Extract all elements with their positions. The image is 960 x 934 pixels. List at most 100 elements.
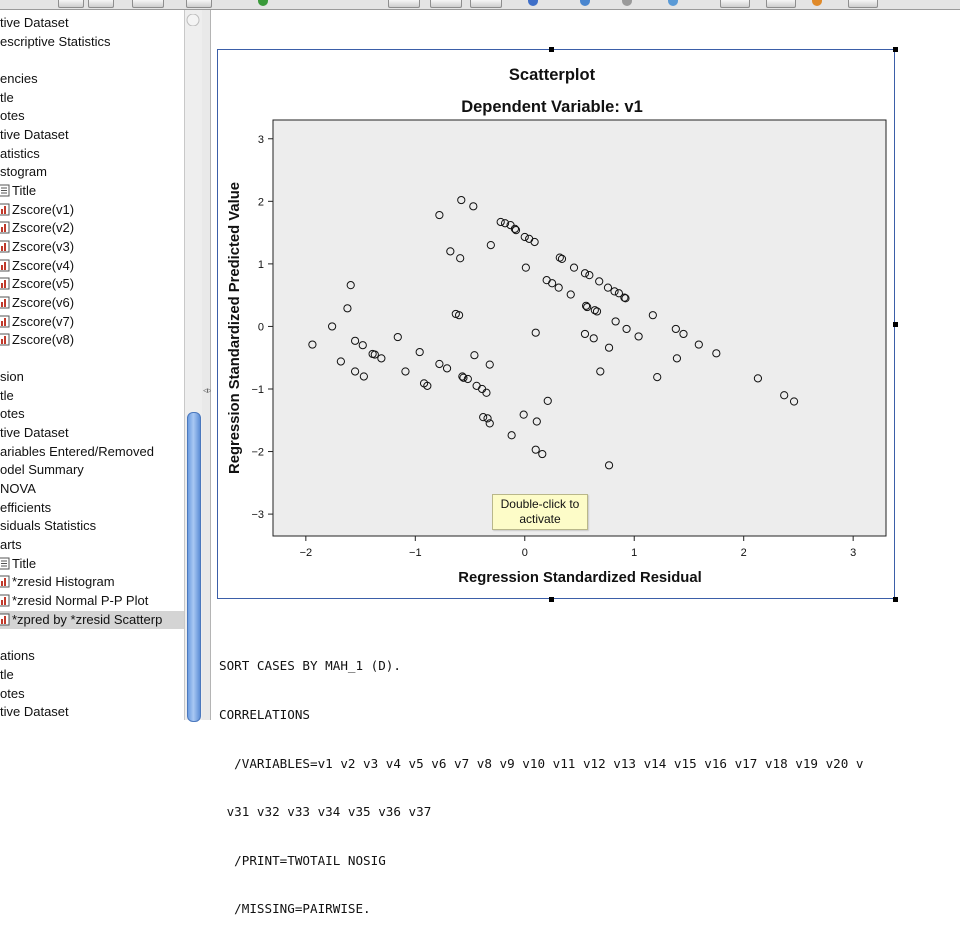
- data-point: [538, 449, 547, 459]
- data-point: [557, 254, 567, 263]
- scrollbar-thumb[interactable]: [187, 412, 201, 722]
- toolbar-edit-icon[interactable]: [812, 0, 822, 6]
- toolbar-button[interactable]: [132, 0, 164, 8]
- outline-item[interactable]: ations: [0, 647, 35, 665]
- toolbar-button[interactable]: [848, 0, 878, 8]
- outline-item[interactable]: Zscore(v3): [0, 238, 74, 256]
- toolbar-circle-icon[interactable]: [622, 0, 632, 6]
- x-tick-label: 1: [631, 547, 637, 559]
- y-axis-label: Regression Standardized Predicted Value: [227, 182, 243, 474]
- data-point: [496, 217, 505, 227]
- toolbar-button[interactable]: [470, 0, 502, 8]
- toolbar-pointer-icon[interactable]: [668, 0, 678, 6]
- outline-item-label: Zscore(v4): [12, 258, 75, 273]
- scroll-up-arrow-icon[interactable]: [186, 14, 200, 26]
- toolbar-globe-icon[interactable]: [580, 0, 590, 6]
- pane-splitter[interactable]: ◃▹: [202, 10, 213, 720]
- data-point: [671, 324, 680, 334]
- outline-item[interactable]: atistics: [0, 145, 40, 163]
- resize-handle-top-right[interactable]: [893, 47, 898, 52]
- outline-item[interactable]: Zscore(v1): [0, 201, 74, 219]
- resize-handle-bottom[interactable]: [549, 597, 554, 602]
- toolbar-chart-icon[interactable]: [528, 0, 538, 6]
- resize-handle-right[interactable]: [893, 322, 898, 327]
- x-tick-label: −2: [300, 547, 313, 559]
- outline-item[interactable]: arts: [0, 536, 22, 554]
- data-point: [520, 232, 529, 242]
- resize-handle-top[interactable]: [549, 47, 554, 52]
- splitter-grip-icon[interactable]: ◃▹: [203, 385, 213, 395]
- data-point: [485, 419, 494, 428]
- outline-item-label: Zscore(v8): [12, 332, 75, 347]
- outline-item[interactable]: stogram: [0, 163, 47, 181]
- navigator-scrollbar[interactable]: [184, 10, 203, 722]
- y-tick-label: 0: [258, 321, 264, 333]
- syntax-log: SORT CASES BY MAH_1 (D). CORRELATIONS /V…: [219, 626, 960, 934]
- scatterplot-chart[interactable]: Scatterplot Dependent Variable: v1 −3−2−…: [217, 49, 895, 599]
- x-tick-label: −1: [409, 547, 422, 559]
- resize-handle-bottom-right[interactable]: [893, 597, 898, 602]
- outline-item-label: sion: [0, 369, 24, 384]
- outline-item[interactable]: otes: [0, 405, 25, 423]
- outline-item[interactable]: efficients: [0, 499, 51, 517]
- data-point: [580, 269, 590, 278]
- y-tick-label: 1: [258, 259, 264, 271]
- chart-icon: [0, 315, 11, 328]
- data-point: [459, 373, 468, 382]
- outline-item[interactable]: sion: [0, 368, 24, 386]
- chart-icon: [0, 277, 11, 290]
- outline-item[interactable]: Title: [0, 182, 36, 200]
- outline-item[interactable]: escriptive Statistics: [0, 33, 111, 51]
- outline-item[interactable]: tive Dataset: [0, 703, 69, 720]
- outline-item[interactable]: tle: [0, 666, 14, 684]
- toolbar-arrow-icon[interactable]: [258, 0, 268, 6]
- toolbar-button[interactable]: [88, 0, 114, 8]
- y-tick-label: −2: [251, 447, 264, 459]
- toolbar-button[interactable]: [58, 0, 84, 8]
- toolbar-button[interactable]: [388, 0, 420, 8]
- outline-item[interactable]: encies: [0, 70, 38, 88]
- outline-item[interactable]: odel Summary: [0, 461, 84, 479]
- outline-item-label: *zpred by *zresid Scatterp: [12, 612, 163, 627]
- outline-item[interactable]: siduals Statistics: [0, 517, 96, 535]
- data-point: [457, 195, 466, 205]
- outline-item[interactable]: Zscore(v2): [0, 219, 74, 237]
- y-tick-label: 3: [258, 134, 264, 146]
- outline-item[interactable]: Title: [0, 555, 36, 573]
- chart-icon: [0, 575, 11, 588]
- toolbar-button[interactable]: [766, 0, 796, 8]
- outline-item[interactable]: Zscore(v5): [0, 275, 74, 293]
- data-point: [401, 367, 410, 376]
- doc-icon: [0, 557, 11, 570]
- data-point: [435, 359, 444, 369]
- outline-item[interactable]: tive Dataset: [0, 126, 69, 144]
- outline-item[interactable]: *zresid Normal P-P Plot: [0, 592, 148, 610]
- data-point: [486, 241, 495, 250]
- outline-item[interactable]: Zscore(v7): [0, 313, 74, 331]
- outline-item[interactable]: otes: [0, 107, 25, 125]
- data-point: [328, 322, 337, 331]
- data-point: [543, 396, 552, 405]
- outline-item[interactable]: tle: [0, 387, 14, 405]
- outline-item-label: Zscore(v7): [12, 314, 75, 329]
- outline-item[interactable]: ariables Entered/Removed: [0, 443, 154, 461]
- outline-item[interactable]: *zresid Histogram: [0, 573, 115, 591]
- toolbar-button[interactable]: [186, 0, 212, 8]
- outline-item[interactable]: otes: [0, 685, 25, 703]
- outline-item[interactable]: NOVA: [0, 480, 36, 498]
- outline-item[interactable]: tle: [0, 89, 14, 107]
- data-point: [530, 237, 539, 247]
- outline-item[interactable]: Zscore(v6): [0, 294, 74, 312]
- data-point: [510, 224, 520, 233]
- outline-item[interactable]: tive Dataset: [0, 424, 69, 442]
- outline-item[interactable]: Zscore(v8): [0, 331, 74, 349]
- data-point: [393, 332, 402, 342]
- data-point: [532, 417, 541, 426]
- toolbar-button[interactable]: [430, 0, 462, 8]
- outline-item[interactable]: Zscore(v4): [0, 257, 74, 275]
- outline-item[interactable]: *zpred by *zresid Scatterp: [0, 611, 184, 629]
- data-point: [614, 289, 624, 298]
- data-point: [458, 372, 467, 381]
- outline-item[interactable]: tive Dataset: [0, 14, 69, 32]
- toolbar-button[interactable]: [720, 0, 750, 8]
